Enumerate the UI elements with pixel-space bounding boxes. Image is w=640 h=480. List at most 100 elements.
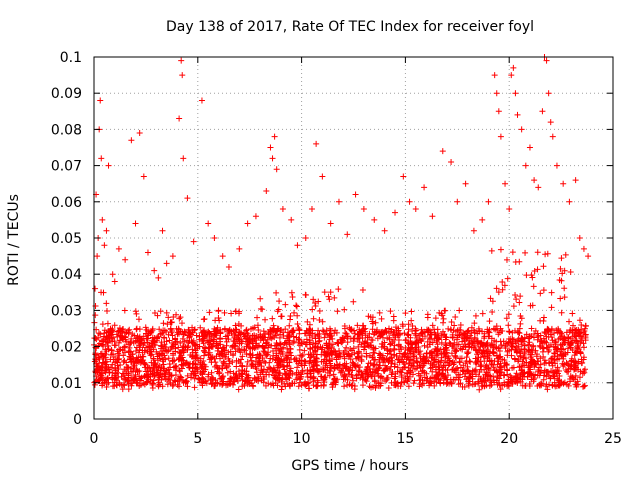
axis-ticks	[93, 56, 614, 420]
data-point	[253, 354, 260, 361]
data-point	[424, 311, 431, 318]
data-point	[341, 355, 348, 362]
data-point	[338, 339, 345, 346]
data-point	[466, 358, 473, 365]
data-point	[391, 346, 398, 353]
data-point	[488, 341, 495, 348]
data-point	[460, 368, 467, 375]
data-point	[122, 336, 129, 343]
data-point	[199, 338, 206, 345]
data-point	[347, 346, 354, 352]
data-point	[180, 155, 187, 162]
data-point	[524, 370, 531, 377]
data-point	[476, 368, 483, 375]
data-point	[162, 367, 169, 374]
data-point	[273, 166, 280, 173]
data-point	[413, 335, 420, 342]
data-point	[489, 308, 496, 315]
data-point	[134, 337, 141, 344]
data-point	[376, 354, 383, 361]
data-point	[541, 372, 548, 379]
data-point	[233, 363, 240, 370]
data-point	[312, 348, 319, 355]
data-point	[269, 315, 276, 322]
data-point	[275, 375, 282, 382]
data-point	[482, 377, 489, 384]
data-point	[144, 249, 151, 256]
data-point	[396, 350, 403, 357]
data-point	[440, 370, 447, 377]
data-point	[120, 352, 127, 359]
data-point	[484, 354, 491, 361]
data-point	[286, 375, 293, 382]
data-point	[111, 342, 118, 349]
data-point	[450, 376, 457, 383]
data-point	[556, 367, 563, 374]
data-point	[121, 307, 128, 314]
data-point	[190, 238, 197, 245]
data-point	[513, 344, 520, 351]
data-point	[310, 315, 317, 322]
data-point	[522, 249, 529, 256]
data-point	[217, 338, 224, 345]
data-point	[509, 249, 516, 256]
data-point	[396, 356, 403, 363]
data-point	[409, 322, 416, 329]
data-point	[369, 318, 376, 325]
data-point	[125, 386, 132, 393]
data-point	[427, 329, 434, 336]
data-point	[313, 355, 320, 362]
data-point	[471, 320, 478, 327]
data-point	[477, 358, 484, 365]
data-point	[96, 340, 103, 347]
data-point	[506, 328, 513, 335]
data-point	[380, 329, 387, 336]
data-point	[210, 375, 217, 382]
data-point	[407, 348, 414, 355]
data-point	[440, 315, 447, 322]
data-point	[287, 365, 294, 372]
data-point	[211, 235, 218, 241]
data-point	[280, 344, 287, 351]
data-point	[573, 365, 580, 372]
data-point	[161, 343, 168, 350]
data-point	[149, 325, 156, 332]
data-point	[153, 335, 160, 342]
data-point	[302, 292, 309, 299]
data-point	[400, 173, 407, 180]
data-point	[359, 382, 366, 389]
data-point	[381, 339, 388, 346]
x-tick-label: 5	[193, 431, 202, 447]
data-point	[354, 353, 361, 360]
data-point	[125, 370, 132, 377]
data-point	[424, 375, 431, 382]
data-point	[178, 374, 185, 381]
data-point	[468, 324, 475, 331]
data-point	[170, 352, 177, 359]
data-point	[487, 342, 494, 349]
data-point	[173, 325, 180, 332]
data-point	[518, 315, 525, 322]
data-point	[503, 362, 510, 369]
data-point	[510, 303, 517, 310]
data-point	[195, 375, 202, 382]
data-point	[111, 278, 118, 285]
data-point	[356, 368, 363, 375]
data-point	[549, 133, 556, 140]
data-point	[352, 191, 359, 198]
data-point	[207, 354, 214, 361]
data-point	[529, 342, 536, 349]
data-point	[104, 333, 111, 340]
data-point	[380, 356, 387, 363]
data-point	[287, 316, 294, 323]
data-point	[381, 366, 388, 373]
data-point	[415, 349, 422, 356]
data-point	[505, 383, 512, 390]
x-tick-label: 20	[500, 431, 518, 447]
data-point	[150, 362, 157, 369]
data-point	[160, 320, 167, 327]
data-point	[296, 346, 303, 353]
data-point	[581, 325, 588, 332]
data-point	[395, 337, 402, 344]
data-point	[405, 375, 412, 382]
